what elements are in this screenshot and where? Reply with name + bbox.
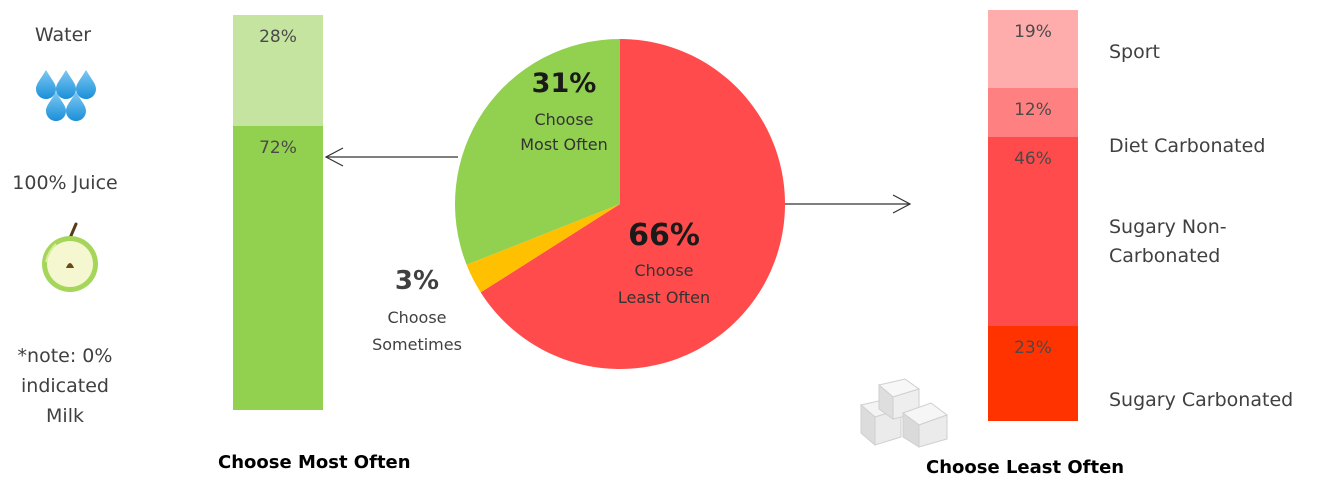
most-often-stacked-bar: 28% 72%: [233, 15, 323, 410]
least-often-bar-segment: 23%: [988, 326, 1078, 421]
pie-label-sometimes-pct: 3%: [394, 266, 440, 296]
legend-sugary-carbonated: Sugary Carbonated: [1109, 389, 1294, 411]
most-often-caption: Choose Most Often: [218, 452, 411, 473]
pie-label-least-often-pct: 66%: [628, 218, 700, 253]
least-often-caption: Choose Least Often: [926, 457, 1125, 478]
most-often-bar-segment: 72%: [233, 125, 323, 410]
least-often-segment-label: 12%: [1014, 100, 1052, 121]
pie-label-most-often-text: Choose Most Often: [520, 110, 608, 154]
sugar-cubes-icon: [859, 378, 949, 448]
legend-label-water: Water: [34, 24, 92, 46]
legend-sugary-non-carbonated: Sugary Non- Carbonated: [1109, 216, 1227, 267]
legend-note-line3: Milk: [46, 405, 84, 427]
most-often-bar-segment: 28%: [233, 15, 323, 126]
drop: [36, 70, 56, 99]
least-often-bar-segment: 19%: [988, 10, 1078, 89]
pie-slice-choose-most-often: [454, 39, 620, 265]
pie-slice-choose-least-often: [480, 39, 785, 369]
least-often-bar-segment: 46%: [988, 137, 1078, 327]
legend-note-line2: indicated: [21, 375, 109, 397]
legend-sport: Sport: [1109, 41, 1161, 63]
drop: [76, 70, 96, 99]
most-often-segment-label: 28%: [259, 27, 297, 47]
drop: [46, 92, 66, 121]
least-often-segment-label: 19%: [1014, 22, 1052, 42]
least-often-segment-label: 23%: [1014, 338, 1052, 359]
pie-label-most-often-pct: 31%: [531, 68, 597, 99]
water-drops-icon: [36, 70, 96, 121]
least-often-bar-segment: 12%: [988, 88, 1078, 138]
green-apple-icon: [42, 222, 98, 292]
legend-diet-carbonated: Diet Carbonated: [1109, 135, 1266, 157]
legend-note-line1: *note: 0%: [17, 345, 113, 367]
pie-label-sometimes-text: Choose Sometimes: [372, 308, 462, 354]
least-often-stacked-bar: 19% 12% 46% 23%: [988, 10, 1078, 421]
pie-slice-choose-sometimes: [466, 204, 620, 293]
least-often-segment-label: 46%: [1014, 149, 1052, 170]
legend-label-juice: 100% Juice: [12, 172, 118, 194]
most-often-segment-label: 72%: [259, 137, 297, 158]
drop: [56, 70, 76, 99]
pie-label-least-often-text: Choose Least Often: [617, 261, 711, 307]
drop: [66, 92, 86, 121]
